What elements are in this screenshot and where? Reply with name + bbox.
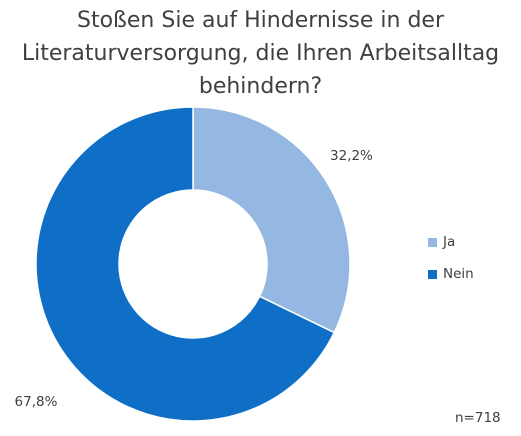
legend-label-nein: Nein [443, 266, 474, 282]
chart-title-line-2: Literaturversorgung, die Ihren Arbeitsal… [21, 41, 500, 66]
chart-title-line-3: behindern? [198, 74, 323, 99]
legend: Ja Nein [428, 226, 474, 290]
legend-swatch-ja [428, 237, 437, 247]
legend-item-ja: Ja [428, 226, 474, 258]
donut-slice-ja [192, 106, 351, 334]
legend-label-ja: Ja [443, 234, 456, 250]
data-label-ja: 32,2% [330, 148, 373, 164]
legend-swatch-nein [428, 269, 437, 279]
chart-title-line-1: Stoßen Sie auf Hindernisse in der [76, 8, 444, 33]
chart-title: Stoßen Sie auf Hindernisse in der Litera… [0, 4, 521, 103]
data-label-nein: 67,8% [15, 394, 58, 410]
sample-size-note: n=718 [455, 410, 501, 426]
donut-slice-nein [35, 106, 336, 422]
legend-item-nein: Nein [428, 258, 474, 290]
